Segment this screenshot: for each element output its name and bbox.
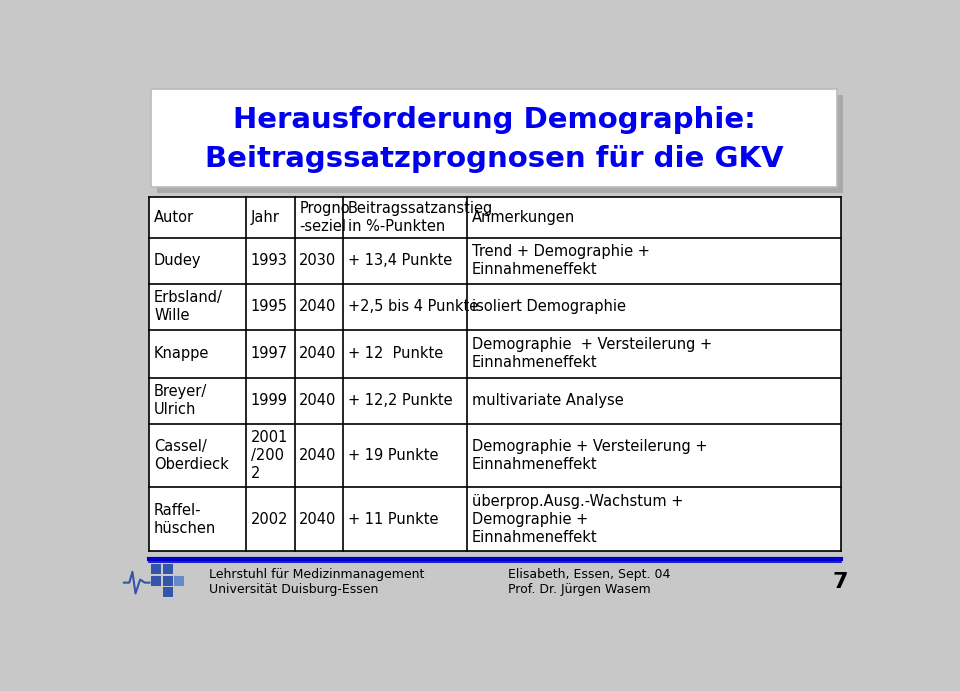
Bar [162,587,173,597]
Text: Trend + Demographie +
Einnahmeneffekt: Trend + Demographie + Einnahmeneffekt [472,245,650,277]
Text: Lehrstuhl für Medizinmanagement: Lehrstuhl für Medizinmanagement [209,568,424,580]
Text: + 13,4 Punkte: + 13,4 Punkte [348,254,452,268]
Text: Demographie + Versteilerung +
Einnahmeneffekt: Demographie + Versteilerung + Einnahmene… [472,439,708,472]
Text: Cassel/
Oberdieck: Cassel/ Oberdieck [155,439,228,472]
Text: 2040: 2040 [300,299,337,314]
Bar [162,564,173,574]
Text: Knappe: Knappe [155,346,209,361]
Text: Erbsland/
Wille: Erbsland/ Wille [155,290,223,323]
Text: Autor: Autor [155,210,194,225]
Text: isoliert Demographie: isoliert Demographie [472,299,626,314]
Text: Progno
-seziel: Progno -seziel [300,201,349,234]
Text: + 19 Punkte: + 19 Punkte [348,448,438,463]
Text: 1999: 1999 [251,393,288,408]
Text: Dudey: Dudey [155,254,202,268]
Bar [157,95,843,193]
Text: 1993: 1993 [251,254,288,268]
Text: Demographie  + Versteilerung +
Einnahmeneffekt: Demographie + Versteilerung + Einnahmene… [472,337,712,370]
Text: 2040: 2040 [300,512,337,527]
Text: + 11 Punkte: + 11 Punkte [348,512,438,527]
Text: 2002: 2002 [251,512,288,527]
Text: Universität Duisburg-Essen: Universität Duisburg-Essen [209,583,378,596]
Text: + 12,2 Punkte: + 12,2 Punkte [348,393,452,408]
Bar [150,197,841,551]
Text: 2030: 2030 [300,254,337,268]
Bar [175,576,184,586]
Text: 2040: 2040 [300,346,337,361]
Text: +2,5 bis 4 Punkte: +2,5 bis 4 Punkte [348,299,478,314]
Bar [151,89,837,187]
Text: Beitragssatzanstieg
in %-Punkten: Beitragssatzanstieg in %-Punkten [348,201,492,234]
Text: Beitragssatzprognosen für die GKV: Beitragssatzprognosen für die GKV [204,146,783,173]
Text: 7: 7 [833,572,849,592]
Bar [162,576,173,586]
Text: 1995: 1995 [251,299,288,314]
Text: Anmerkungen: Anmerkungen [472,210,575,225]
Text: Elisabeth, Essen, Sept. 04: Elisabeth, Essen, Sept. 04 [508,568,670,580]
Text: Jahr: Jahr [251,210,279,225]
Text: multivariate Analyse: multivariate Analyse [472,393,624,408]
Bar [151,576,161,586]
Bar [151,564,161,574]
Text: + 12  Punkte: + 12 Punkte [348,346,443,361]
Text: Herausforderung Demographie:: Herausforderung Demographie: [232,106,756,134]
Text: 2040: 2040 [300,448,337,463]
Text: Raffel-
hüschen: Raffel- hüschen [155,503,216,536]
Text: 1997: 1997 [251,346,288,361]
Text: Prof. Dr. Jürgen Wasem: Prof. Dr. Jürgen Wasem [508,583,650,596]
Text: 2040: 2040 [300,393,337,408]
Text: 2001
/200
2: 2001 /200 2 [251,430,288,481]
Text: überprop.Ausg.-Wachstum +
Demographie +
Einnahmeneffekt: überprop.Ausg.-Wachstum + Demographie + … [472,494,684,545]
Text: Breyer/
Ulrich: Breyer/ Ulrich [155,384,207,417]
